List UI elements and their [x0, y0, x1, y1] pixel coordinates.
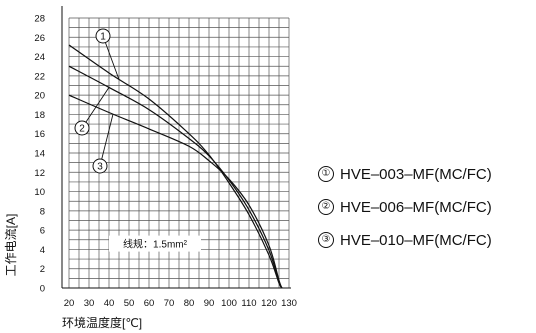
x-tick-label: 50	[124, 298, 135, 309]
legend-marker-2: ②	[318, 199, 334, 215]
x-tick-label: 20	[64, 298, 75, 309]
x-axis-label: 环境温度度[℃]	[62, 315, 142, 330]
y-tick-label: 20	[34, 91, 45, 102]
series-line-2	[68, 65, 283, 289]
x-tick-label: 40	[104, 298, 115, 309]
callout-label-2: 2	[79, 124, 85, 135]
x-tick-labels: 20 30 40 50 60 70 80 90 100 110 120 130	[64, 298, 297, 309]
y-axis-label: 工作电流[A]	[4, 214, 18, 277]
x-tick-label: 80	[184, 298, 195, 309]
legend-item-1: ① HVE–003–MF(MC/FC)	[318, 162, 492, 186]
y-tick-label: 18	[34, 110, 45, 121]
callout-circle-2	[74, 120, 90, 136]
x-tick-label: 120	[261, 298, 277, 309]
y-tick-label: 8	[40, 206, 45, 217]
wire-gauge-annotation: 线规：1.5mm²	[123, 238, 188, 251]
y-tick-label: 14	[34, 149, 45, 160]
y-tick-label: 10	[34, 187, 45, 198]
y-tick-label: 24	[34, 52, 45, 63]
y-tick-label: 26	[34, 33, 45, 44]
chart-curves	[68, 44, 283, 289]
curve-markers: 1 2 3	[74, 28, 120, 174]
callout-label-1: 1	[100, 32, 106, 43]
callout-circle-1	[95, 28, 111, 44]
legend-item-3: ③ HVE–010–MF(MC/FC)	[318, 228, 492, 252]
x-tick-label: 70	[164, 298, 175, 309]
y-tick-label: 22	[34, 71, 45, 82]
x-tick-label: 130	[281, 298, 297, 309]
annotation-background	[109, 235, 201, 252]
callout-leader-1	[102, 35, 120, 80]
x-tick-label: 30	[84, 298, 95, 309]
callout-label-3: 3	[97, 162, 103, 173]
y-tick-label: 6	[40, 226, 45, 237]
chart-legend: ① HVE–003–MF(MC/FC) ② HVE–006–MF(MC/FC) …	[318, 162, 492, 261]
callout-leader-2	[81, 87, 110, 129]
callout-circle-3	[92, 158, 108, 174]
legend-marker-1: ①	[318, 166, 334, 182]
x-tick-label: 60	[144, 298, 155, 309]
y-tick-label: 4	[40, 245, 45, 256]
y-tick-label: 2	[40, 264, 45, 275]
legend-label-3: HVE–010–MF(MC/FC)	[340, 231, 492, 249]
legend-item-2: ② HVE–006–MF(MC/FC)	[318, 195, 492, 219]
x-tick-label: 110	[241, 298, 256, 309]
callout-leader-3	[99, 114, 114, 167]
y-tick-label: 0	[40, 284, 45, 295]
x-tick-label: 90	[204, 298, 215, 309]
legend-label-2: HVE–006–MF(MC/FC)	[340, 198, 492, 216]
y-tick-label: 12	[34, 168, 45, 179]
y-tick-label: 28	[34, 14, 45, 25]
y-tick-label: 16	[34, 129, 45, 140]
series-line-3	[68, 94, 283, 289]
x-tick-label: 100	[221, 298, 237, 309]
series-line-1	[68, 44, 283, 289]
chart-axes: 线规：1.5mm²	[61, 6, 291, 289]
legend-marker-3: ③	[318, 232, 334, 248]
legend-label-1: HVE–003–MF(MC/FC)	[340, 165, 492, 183]
